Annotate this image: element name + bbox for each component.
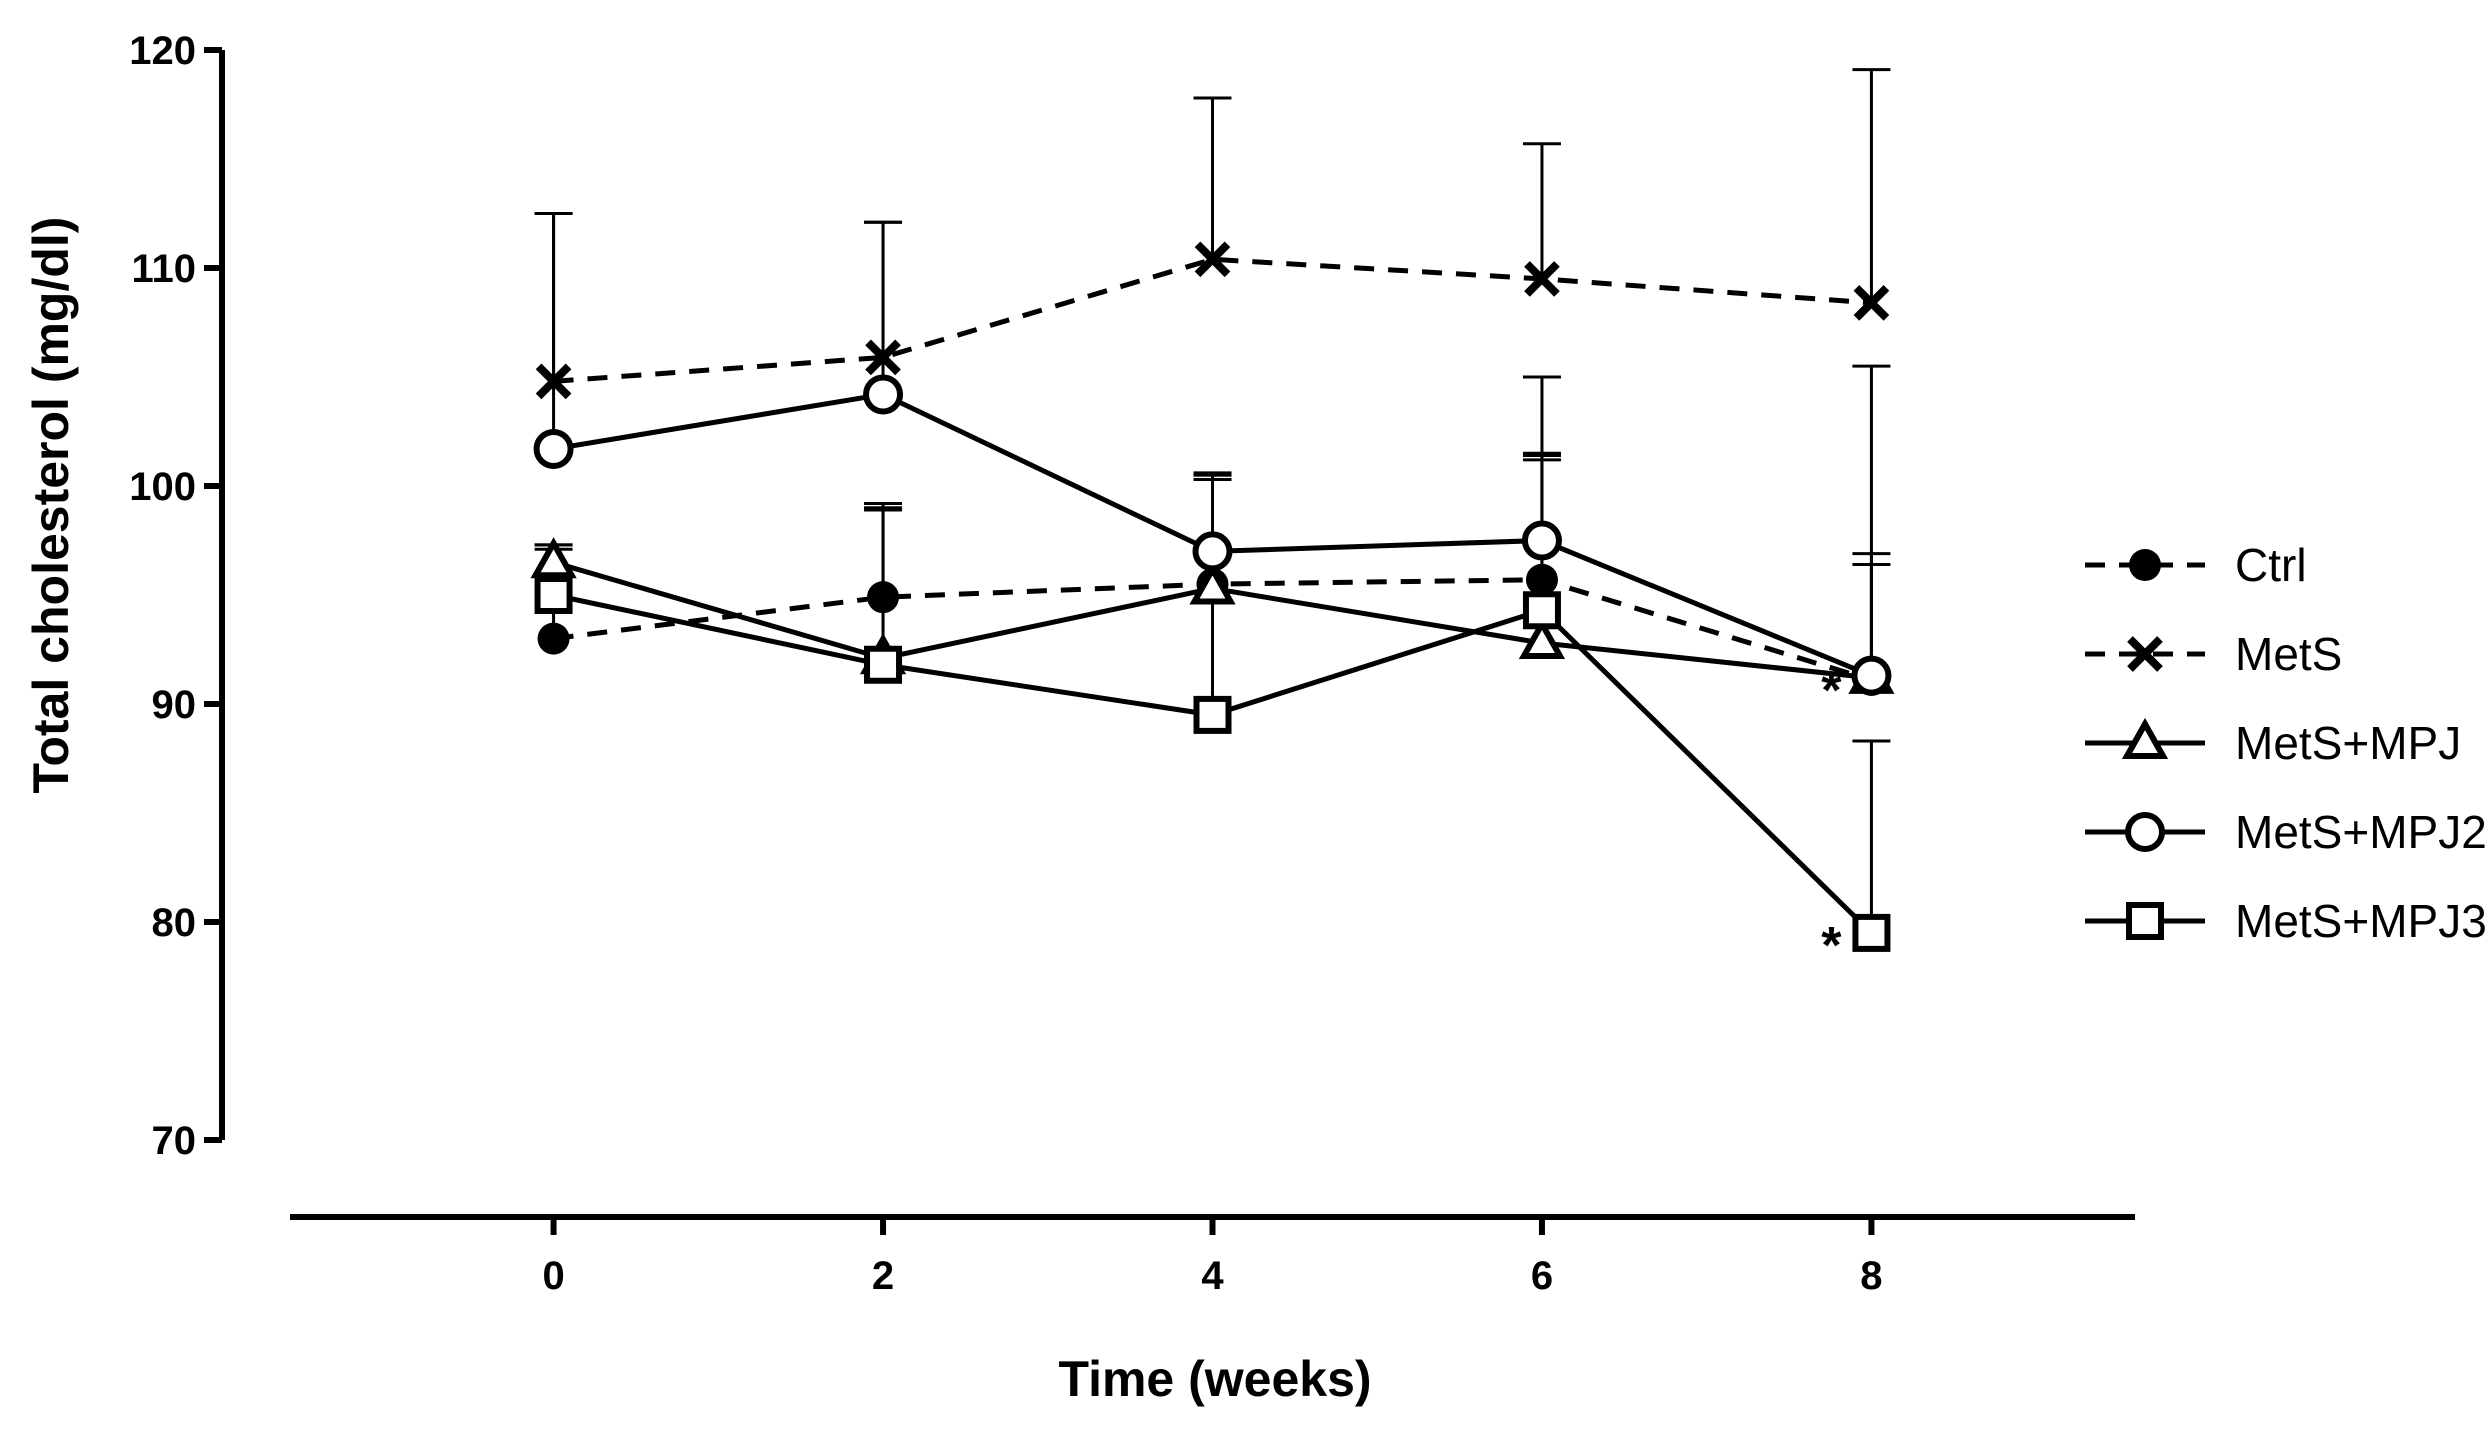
data-point [1851,655,1892,696]
data-point [863,374,904,415]
data-point [1525,563,1558,596]
x-tick-label: 2 [872,1254,894,1298]
legend-label: MetS+MPJ2 [2235,806,2487,858]
y-tick-label: 110 [131,247,196,291]
y-tick-label: 70 [152,1119,197,1163]
x-axis-title: Time (weeks) [1058,1351,1371,1407]
data-point [1189,563,1236,605]
legend-label: Ctrl [2235,539,2307,591]
x-tick-label: 0 [542,1254,564,1298]
legend-label: MetS [2235,628,2342,680]
legend-item: MetS+MPJ2 [2085,806,2487,858]
y-tick-label: 90 [152,683,197,727]
data-point [1518,617,1566,659]
data-point [867,581,900,614]
data-point [1522,591,1561,630]
legend-marker [2127,636,2163,672]
legend-marker [2121,717,2169,759]
legend-marker [2126,902,2164,940]
significance-marker: * [1821,662,1842,720]
legend-item: MetS+MPJ [2085,717,2461,769]
x-tick-label: 6 [1531,1254,1553,1298]
legend-marker [2125,812,2165,852]
legend-item: Ctrl [2085,539,2307,591]
y-tick-label: 100 [129,465,196,509]
data-point [1192,531,1233,572]
x-tick-label: 4 [1201,1254,1224,1298]
data-point [535,363,572,400]
significance-marker: * [1821,917,1842,975]
x-tick-label: 8 [1860,1254,1882,1298]
data-point [865,339,901,376]
series-line [553,256,1872,384]
data-point [1194,241,1231,278]
legend-label: MetS+MPJ3 [2235,895,2487,947]
y-tick-label: 80 [152,901,197,945]
annotations: ** [1821,662,1842,975]
data-point [534,576,573,614]
data-point [530,537,577,579]
data-point [1524,261,1560,297]
legend-marker [2129,549,2161,581]
data-point [1521,520,1562,561]
data-point [1852,913,1891,952]
y-tick-label: 120 [129,29,196,73]
legend-item: MetS [2085,628,2342,680]
data-point [533,428,574,469]
legend-label: MetS+MPJ [2235,717,2461,769]
data-point [1193,695,1232,734]
data-point [864,645,903,684]
error-bars [534,68,1891,933]
y-axis-title: Total cholesterol (mg/dl) [23,217,79,794]
data-point [1853,285,1890,321]
axes: 70 80 90 100 110 120 0 2 4 6 8 [129,29,2135,1298]
legend-item: MetS+MPJ3 [2085,895,2487,947]
data-point [537,622,570,655]
series-markers [530,241,1895,952]
legend: Ctrl MetS MetS+MPJ MetS+MPJ2 MetS+MPJ3 [2085,539,2487,947]
